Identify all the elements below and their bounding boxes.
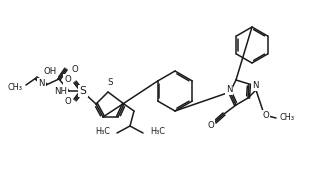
Text: NH: NH [54, 86, 67, 96]
Text: N: N [226, 84, 232, 93]
Text: CH₃: CH₃ [280, 112, 295, 121]
Text: N: N [252, 80, 259, 89]
Text: CH₃: CH₃ [7, 83, 22, 92]
Text: OH: OH [43, 67, 57, 77]
Text: O: O [208, 121, 214, 130]
Text: H₃C: H₃C [150, 127, 165, 136]
Text: O: O [72, 64, 79, 74]
Text: S: S [80, 86, 86, 96]
Text: S: S [107, 78, 113, 87]
Text: O: O [64, 76, 71, 84]
Text: O: O [263, 111, 269, 121]
Text: H₃C: H₃C [95, 127, 110, 136]
Text: N: N [38, 80, 45, 89]
Text: O: O [64, 98, 71, 106]
